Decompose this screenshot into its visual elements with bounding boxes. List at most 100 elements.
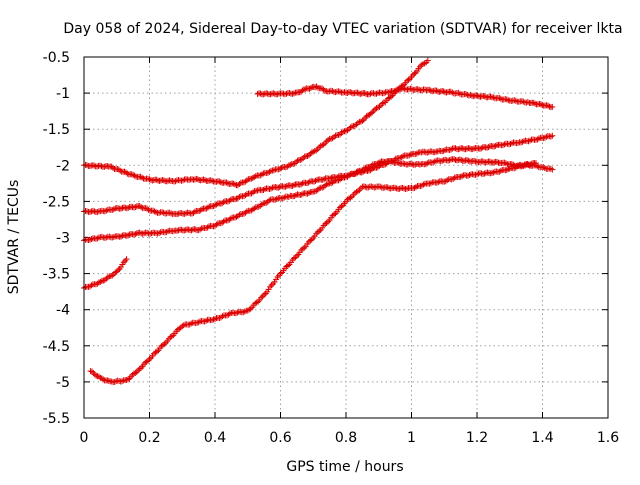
data-point-marker [478, 145, 485, 152]
data-point-marker [128, 171, 135, 178]
data-point-marker [153, 176, 160, 183]
data-point-marker [271, 279, 278, 286]
data-point-marker [194, 176, 201, 183]
data-point-marker [209, 177, 216, 184]
data-point-marker [242, 178, 249, 185]
data-point-marker [101, 277, 108, 284]
grid-lines [84, 57, 608, 418]
data-point-marker [331, 211, 338, 218]
data-point-marker [94, 235, 101, 242]
data-point-marker [446, 147, 453, 154]
y-tick-label: -2.5 [43, 194, 70, 210]
data-point-marker [120, 259, 127, 266]
data-point-marker [275, 184, 282, 191]
data-point-marker [287, 161, 294, 168]
data-point-marker [526, 137, 533, 144]
data-point-marker [368, 183, 375, 190]
data-point-marker [329, 135, 336, 142]
data-point-marker [181, 227, 188, 234]
data-point-marker [549, 166, 556, 173]
data-point-marker [313, 147, 320, 154]
data-point-marker [347, 124, 354, 131]
data-point-marker [404, 185, 411, 192]
data-point-marker [253, 299, 260, 306]
data-point-marker [469, 146, 476, 153]
data-point-marker [110, 164, 117, 171]
data-point-marker [267, 185, 274, 192]
y-tick-label: -2 [56, 158, 70, 174]
data-point-marker [433, 87, 440, 94]
data-point-marker [132, 231, 139, 238]
data-point-marker [492, 142, 499, 149]
data-point-marker [341, 128, 348, 135]
data-point-marker [118, 233, 125, 240]
data-point-marker [159, 209, 166, 216]
data-point-marker [400, 160, 407, 167]
data-point-marker [234, 182, 241, 189]
data-point-marker [317, 142, 324, 149]
data-point-marker [289, 90, 296, 97]
data-point-marker [320, 141, 327, 148]
data-point-marker [299, 245, 306, 252]
data-point-marker [444, 177, 451, 184]
chart-title: Day 058 of 2024, Sidereal Day-to-day VTE… [63, 21, 622, 37]
data-point-marker [465, 172, 472, 179]
data-point-marker [405, 76, 412, 83]
data-point-marker [455, 89, 462, 96]
data-point-marker [307, 84, 314, 91]
data-point-marker [307, 237, 314, 244]
data-point-marker [180, 177, 187, 184]
data-point-marker [365, 91, 372, 98]
data-point-marker [474, 171, 480, 178]
data-point-marker [549, 132, 556, 139]
data-point-marker [347, 89, 354, 96]
data-point-marker [88, 282, 95, 289]
data-point-marker [503, 167, 510, 174]
data-point-marker [274, 91, 281, 98]
x-tick-label: 1.4 [531, 430, 553, 446]
x-tick-label: 0 [80, 430, 89, 446]
data-point-marker [455, 146, 462, 153]
data-point-marker [232, 310, 239, 317]
series-sat-d [81, 156, 556, 244]
data-point-marker [150, 207, 157, 214]
data-point-marker [433, 179, 440, 186]
data-point-marker [146, 176, 153, 183]
data-point-marker [312, 177, 319, 184]
y-tick-label: -4 [56, 303, 70, 319]
data-point-marker [380, 161, 387, 168]
data-point-marker [305, 152, 312, 159]
data-point-marker [485, 144, 492, 151]
data-point-marker [290, 90, 297, 97]
data-point-marker [243, 177, 250, 184]
data-point-marker [132, 204, 139, 211]
data-point-marker [532, 160, 539, 167]
data-point-marker [115, 267, 122, 274]
data-points [81, 57, 556, 386]
data-point-marker [143, 358, 150, 365]
data-point-marker [188, 227, 195, 234]
data-point-marker [490, 169, 497, 176]
data-point-marker [393, 87, 400, 94]
data-point-marker [338, 175, 345, 182]
data-point-marker [373, 90, 380, 97]
data-point-marker [299, 87, 306, 94]
data-point-marker [132, 370, 139, 377]
data-point-marker [111, 378, 118, 385]
data-point-marker [399, 184, 406, 191]
data-point-marker [219, 313, 226, 320]
data-point-marker [260, 91, 267, 98]
data-point-marker [124, 170, 131, 177]
data-point-marker [412, 183, 419, 190]
data-point-marker [118, 205, 125, 212]
y-tick-label: -5.5 [43, 411, 70, 427]
data-point-marker [512, 97, 519, 104]
data-point-marker [136, 229, 143, 236]
data-point-marker [131, 172, 138, 179]
data-point-marker [446, 157, 453, 164]
data-point-marker [147, 230, 154, 237]
data-point-marker [388, 93, 395, 100]
data-point-marker [151, 208, 158, 215]
data-point-marker [291, 160, 298, 167]
data-point-marker [278, 90, 285, 97]
